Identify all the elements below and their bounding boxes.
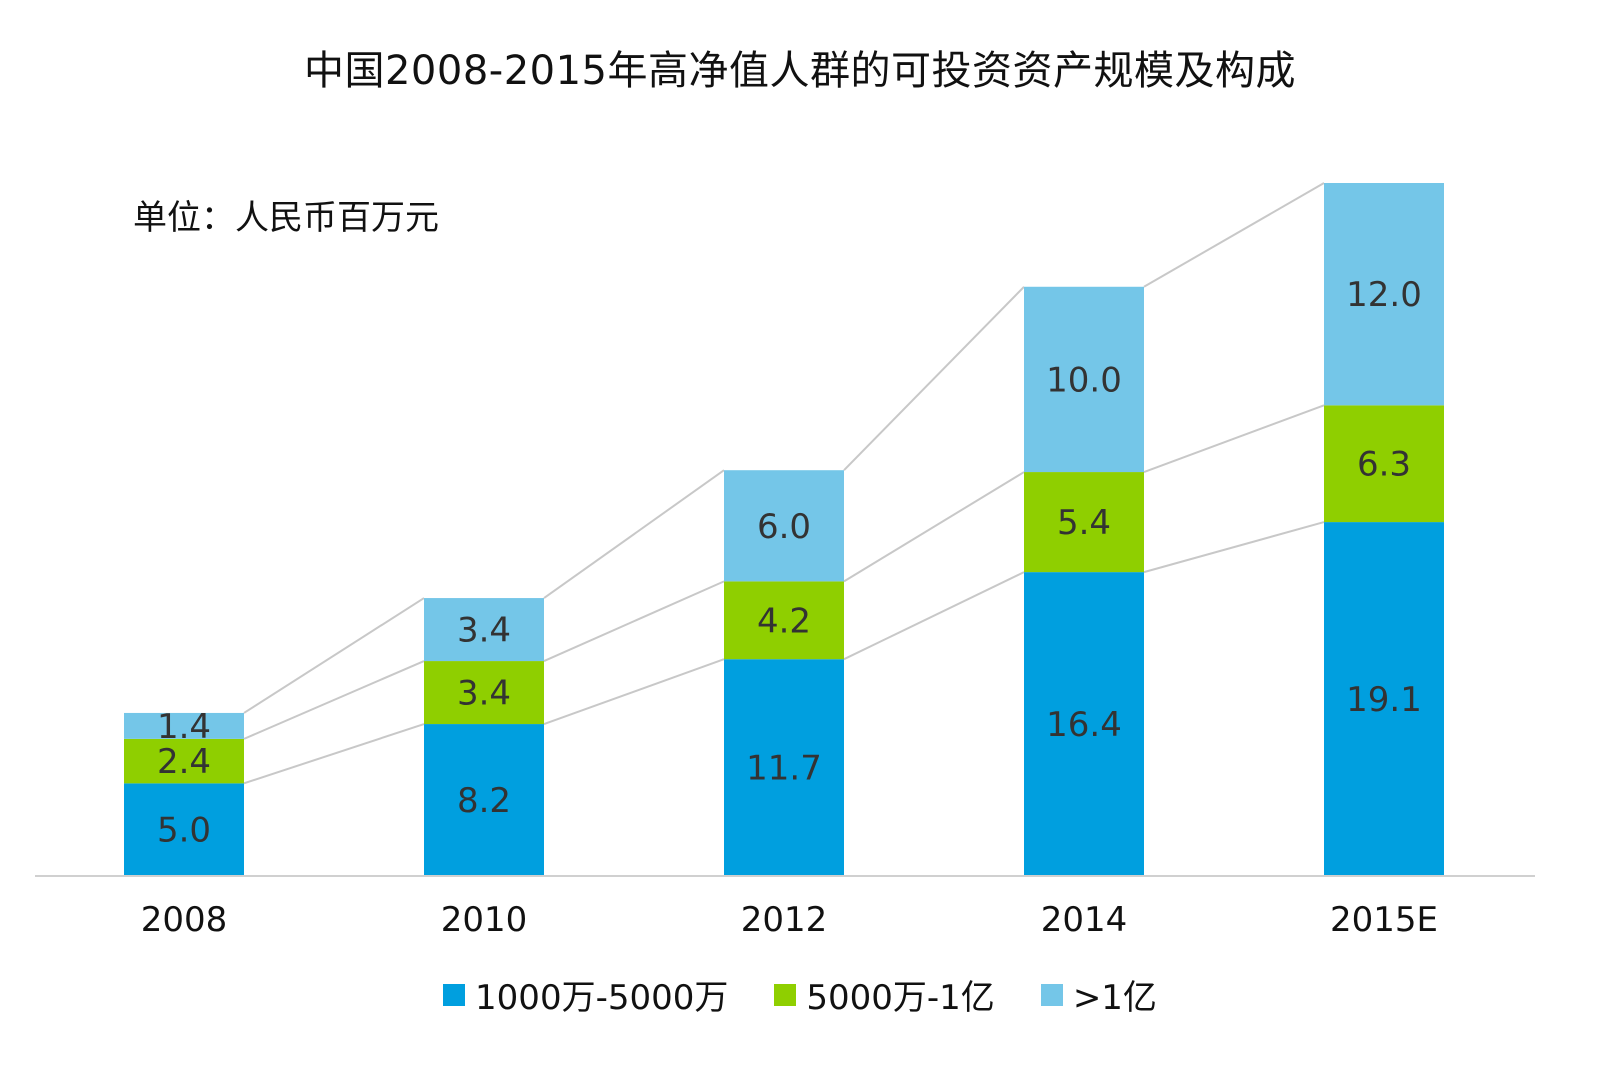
x-tick-label-2015E: 2015E	[1330, 900, 1438, 940]
data-label-2008-s2: 1.4	[157, 707, 211, 747]
bar-segment-2012-s0	[724, 659, 844, 876]
data-label-2008-s1: 2.4	[157, 742, 211, 782]
bar-segment-2008-s2	[124, 712, 244, 739]
legend-swatch-series-1	[774, 983, 797, 1006]
x-tick-label-2010: 2010	[441, 900, 528, 940]
x-tick-label-2014: 2014	[1041, 900, 1128, 940]
connector-line-s1-c3	[1143, 404, 1325, 473]
data-label-2015E-s2: 12.0	[1346, 275, 1422, 315]
data-label-2010-s1: 3.4	[457, 674, 511, 714]
x-tick-label-2012: 2012	[741, 900, 828, 940]
bar-segment-2010-s1	[424, 661, 544, 725]
bar-segment-2010-s2	[424, 598, 544, 662]
bar-segment-2012-s1	[724, 581, 844, 660]
bar-segment-2014-s2	[1024, 286, 1144, 473]
data-label-2010-s2: 3.4	[457, 611, 511, 651]
bar-segment-2015E-s0	[1324, 522, 1444, 876]
data-label-2015E-s1: 6.3	[1357, 445, 1411, 485]
legend-swatch-series-0	[443, 983, 466, 1006]
bar-segment-2010-s0	[424, 724, 544, 876]
data-label-2008-s0: 5.0	[157, 811, 211, 851]
legend: 1000万-5000万 5000万-1亿 >1亿	[0, 970, 1600, 1019]
connector-line-s2-c0	[243, 597, 425, 714]
data-label-2014-s0: 16.4	[1046, 705, 1122, 745]
bar-segment-2012-s2	[724, 470, 844, 582]
bar-segment-2015E-s2	[1324, 183, 1444, 406]
bar-segment-2014-s1	[1024, 472, 1144, 573]
bar-segment-2008-s1	[124, 738, 244, 784]
connector-line-s1-c1	[543, 580, 725, 662]
connector-line-s2-c3	[1143, 182, 1325, 288]
bar-segment-2008-s0	[124, 783, 244, 876]
connector-line-s0-c2	[843, 571, 1025, 661]
connector-line-s1-c0	[243, 660, 425, 740]
legend-item-series-2: >1亿	[1040, 970, 1157, 1019]
bar-segment-2015E-s1	[1324, 405, 1444, 523]
connector-line-s0-c1	[543, 658, 725, 725]
chart-title: 中国2008-2015年高净值人群的可投资资产规模及构成	[303, 48, 1297, 94]
data-label-2015E-s0: 19.1	[1346, 680, 1422, 720]
legend-swatch-series-2	[1040, 983, 1063, 1006]
data-label-2014-s2: 10.0	[1046, 360, 1122, 400]
data-label-2014-s1: 5.4	[1057, 503, 1111, 543]
legend-item-series-0: 1000万-5000万	[443, 970, 728, 1019]
connector-line-s2-c1	[543, 469, 725, 599]
data-label-2012-s0: 11.7	[746, 749, 822, 789]
unit-label: 单位：人民币百万元	[133, 198, 439, 238]
connector-line-s0-c3	[1143, 521, 1325, 574]
legend-label-series-2: >1亿	[1072, 978, 1157, 1018]
legend-item-series-1: 5000万-1亿	[774, 970, 995, 1019]
bar-segment-2014-s0	[1024, 572, 1144, 876]
connector-line-s0-c0	[243, 723, 425, 785]
data-label-2012-s2: 6.0	[757, 507, 811, 547]
legend-label-series-1: 5000万-1亿	[806, 978, 995, 1018]
x-tick-label-2008: 2008	[141, 900, 228, 940]
connector-line-s2-c2	[843, 286, 1025, 471]
data-label-2012-s1: 4.2	[757, 601, 811, 641]
legend-label-series-0: 1000万-5000万	[475, 978, 729, 1018]
connector-line-s1-c2	[843, 471, 1025, 583]
data-label-2010-s0: 8.2	[457, 781, 511, 821]
